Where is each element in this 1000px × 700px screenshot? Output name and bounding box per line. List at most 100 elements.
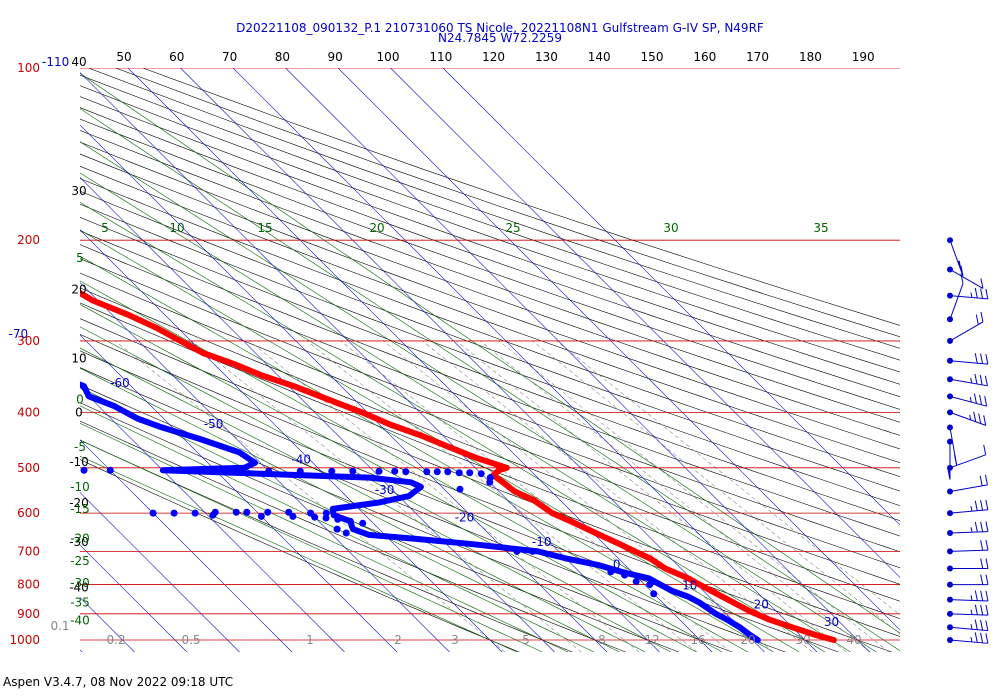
wind-barb bbox=[947, 444, 987, 471]
top-axis-label: 80 bbox=[275, 50, 290, 64]
top-axis-label: 130 bbox=[535, 50, 558, 64]
wind-barb-shaft bbox=[949, 484, 988, 492]
wind-barb-flag bbox=[984, 474, 988, 485]
dewpoint-point bbox=[191, 509, 199, 517]
wind-barb-flag bbox=[980, 620, 984, 631]
dewpoint-point bbox=[149, 509, 157, 517]
dewpoint-point bbox=[349, 467, 357, 475]
wind-barb-half bbox=[954, 454, 957, 460]
top-axis-label: 180 bbox=[799, 50, 822, 64]
wind-barb-shaft bbox=[949, 269, 984, 289]
wind-barb bbox=[947, 574, 989, 588]
dry-adiabat bbox=[80, 96, 900, 385]
isotherm-label: -10 bbox=[532, 535, 552, 549]
dry-adiabat bbox=[80, 141, 900, 436]
wind-barb-flag bbox=[979, 394, 983, 405]
wind-barb-flag bbox=[985, 558, 989, 569]
isotherm-label: 0 bbox=[613, 558, 621, 572]
wind-barb-flag bbox=[980, 574, 984, 585]
isotherm bbox=[80, 282, 450, 652]
wind-barb-flag bbox=[958, 260, 962, 271]
mixing-ratio-line bbox=[456, 340, 847, 652]
dewpoint-point bbox=[264, 508, 272, 516]
dewpoint-point bbox=[391, 467, 399, 475]
isotherm-label: 10 bbox=[682, 578, 697, 592]
dry-adiabat bbox=[80, 74, 900, 361]
wind-barb bbox=[947, 632, 989, 644]
wind-barb-flag bbox=[980, 590, 984, 601]
theta-label: -40 bbox=[70, 614, 90, 628]
wind-barb-flag bbox=[974, 604, 978, 615]
dewpoint-trace bbox=[80, 381, 761, 643]
dry-adiabat bbox=[88, 68, 900, 349]
theta-e-label: 35 bbox=[813, 221, 828, 235]
wind-barb-flag bbox=[985, 590, 989, 602]
dewpoint-point bbox=[433, 468, 441, 476]
wind-barb bbox=[947, 521, 989, 536]
wind-barb-shaft bbox=[949, 411, 986, 426]
dry-adiabat bbox=[80, 203, 900, 506]
dewpoint-point bbox=[209, 511, 217, 519]
wind-barb-flag bbox=[985, 539, 989, 551]
theta-label: 5 bbox=[76, 251, 84, 265]
moist-adiabat bbox=[80, 387, 620, 652]
wind-barb-shaft bbox=[949, 321, 984, 342]
dry-adiabat bbox=[80, 402, 680, 652]
mixing-ratio-line bbox=[556, 340, 900, 616]
isotherm-label: -20 bbox=[455, 511, 475, 525]
dry-adiabat bbox=[80, 118, 900, 410]
wind-barb-shaft bbox=[949, 378, 988, 387]
dewpoint-point bbox=[80, 466, 88, 474]
dry-adiabat bbox=[80, 85, 900, 373]
mixing-ratio-label: 5 bbox=[522, 633, 530, 647]
pressure-label: 600 bbox=[17, 506, 40, 520]
dry-adiabat bbox=[80, 367, 786, 652]
wind-barb-flag bbox=[974, 353, 978, 364]
dewpoint-point bbox=[632, 577, 640, 585]
isotherm bbox=[80, 229, 503, 652]
wind-barb-shaft bbox=[949, 283, 964, 320]
wind-barb-shaft bbox=[949, 599, 988, 602]
top-axis-label: 120 bbox=[482, 50, 505, 64]
wind-barb bbox=[947, 373, 988, 387]
top-axis-label: 160 bbox=[693, 50, 716, 64]
wind-barb-flag bbox=[980, 540, 984, 551]
wind-barb bbox=[947, 558, 989, 572]
dewpoint-point bbox=[328, 467, 336, 475]
theta-label: -20 bbox=[70, 532, 90, 546]
isotherm bbox=[127, 68, 713, 652]
wind-barb-flag bbox=[980, 604, 984, 616]
mixing-ratio-label: 2 bbox=[394, 633, 402, 647]
dewpoint-point bbox=[265, 467, 273, 475]
dry-adiabat bbox=[142, 68, 900, 326]
dewpoint-point bbox=[466, 469, 474, 477]
dewpoint-point bbox=[607, 568, 615, 576]
isotherm bbox=[0, 68, 30, 652]
wind-barb-flag bbox=[979, 374, 983, 385]
dewpoint-point bbox=[44, 467, 51, 474]
wind-barb bbox=[947, 619, 989, 632]
wind-barb-shaft bbox=[949, 549, 988, 552]
mixing-ratio-line bbox=[480, 340, 871, 652]
wind-barb-half bbox=[969, 396, 972, 403]
moist-adiabat bbox=[80, 201, 826, 652]
wind-barb bbox=[947, 590, 989, 603]
wind-barb-flag bbox=[973, 411, 977, 422]
dewpoint-point bbox=[346, 517, 354, 525]
wind-barb bbox=[947, 237, 964, 277]
theta-e-label: 20 bbox=[369, 221, 384, 235]
isotherm bbox=[80, 544, 188, 652]
theta-label: -35 bbox=[70, 596, 90, 610]
wind-barb-half bbox=[970, 527, 973, 533]
pressure-label: 300 bbox=[17, 334, 40, 348]
moist-adiabat bbox=[80, 108, 900, 652]
wind-barb-half bbox=[970, 624, 973, 630]
top-axis-label: 50 bbox=[116, 50, 131, 64]
pressure-label: 500 bbox=[17, 461, 40, 475]
isotherm-label: -50 bbox=[204, 417, 224, 431]
wind-barb-half bbox=[970, 377, 973, 384]
wind-barb-flag bbox=[973, 393, 977, 404]
wind-barb-half bbox=[970, 292, 973, 298]
dry-adiabat bbox=[80, 420, 626, 652]
dewpoint-point bbox=[243, 508, 251, 516]
